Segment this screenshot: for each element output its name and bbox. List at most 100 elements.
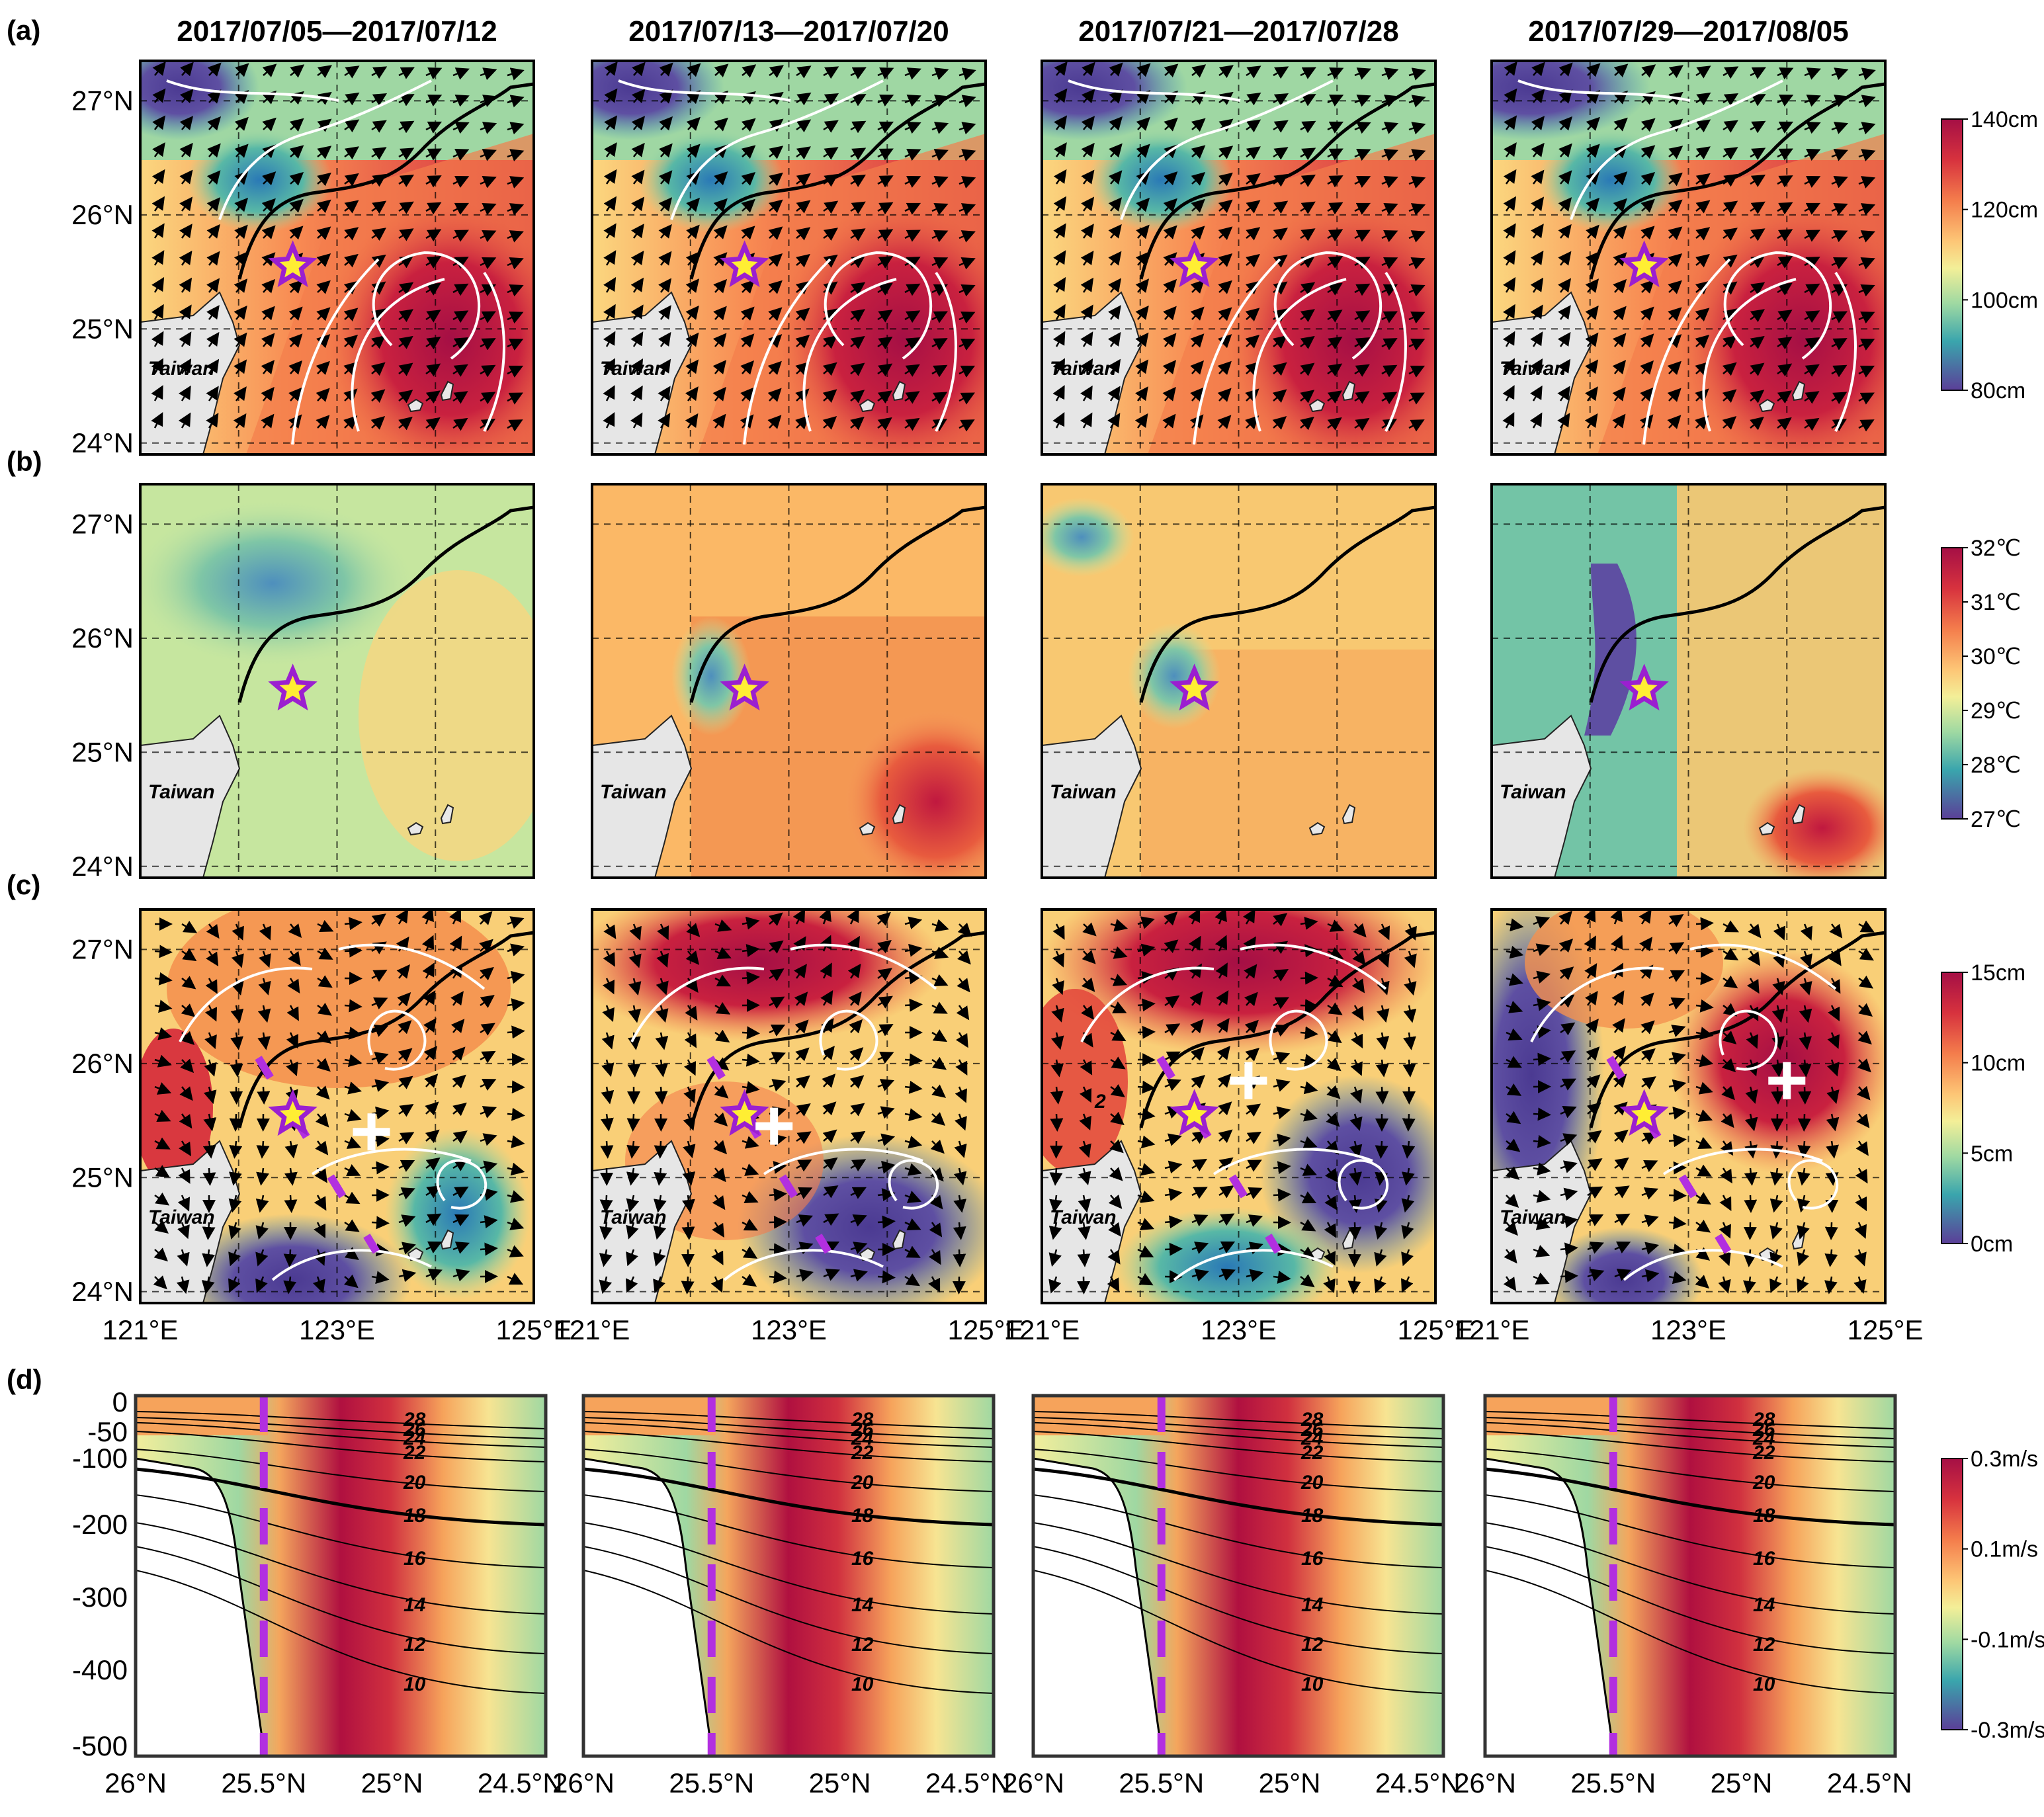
map-field: Taiwan [1492,484,1885,878]
vector-arrow [1218,65,1234,79]
vector-arrow [152,61,166,76]
colorbar-label: 120cm [1971,198,2038,223]
vector-arrow [1109,62,1123,77]
ryukyu-island [1791,380,1806,401]
vector-arrow [1163,252,1177,267]
vector-arrow [316,360,330,376]
vector-arrow [1695,65,1711,79]
vector-arrow [261,252,276,267]
vector-arrow [741,118,756,132]
isotherm-label: 16 [851,1548,874,1570]
vector-arrow [850,228,866,241]
vector-arrow [288,333,303,348]
vector-arrow [179,331,192,347]
vector-arrow [452,148,470,161]
period-title-2: 2017/07/13—2017/07/20 [628,15,949,48]
vector-arrow [316,280,331,294]
vector-arrow [316,388,330,402]
vector-arrow [1052,331,1066,347]
isotherm-label: 16 [404,1548,426,1570]
vector-arrow [1108,170,1123,185]
vector-arrow [425,148,442,161]
vector-arrow [1217,388,1232,402]
vector-arrow [1327,256,1343,269]
vector-arrow [290,64,305,78]
vector-arrow [1408,284,1426,297]
colorbar-a [1941,118,1963,391]
vector-arrow [603,331,616,347]
vector-arrow [768,280,783,294]
vector-arrow [740,279,755,294]
vector-arrow [1162,413,1176,429]
streamline [483,271,505,432]
vector-arrow [1502,411,1515,429]
vector-arrow [1381,257,1398,269]
vector-arrow [1408,149,1426,162]
vector-arrow [480,311,496,323]
vector-arrow [1804,67,1821,80]
vector-arrow [769,172,783,187]
vector-arrow [877,336,893,350]
vector-arrow [151,385,163,401]
vector-arrow [151,169,165,185]
vector-arrow [1191,64,1207,78]
vector-arrow [261,278,276,294]
vector-arrow [1408,257,1426,270]
vector-arrow [151,358,164,374]
vector-arrow [288,306,303,321]
vector-arrow [1558,305,1571,320]
vector-arrow [1831,176,1848,189]
vector-arrow [931,176,949,189]
vector-arrow [398,416,413,431]
vector-arrow [1695,972,1714,986]
vector-arrow [234,144,249,158]
vector-arrow [686,224,700,239]
colorbar-label: 32℃ [1971,536,2021,561]
vector-arrow [507,95,525,108]
colorbar-label: 27℃ [1971,807,2021,832]
vector-arrow [1108,305,1121,320]
vector-arrow [1777,67,1794,80]
vector-arrow [179,304,192,320]
x-tick-label: 121°E [1454,1314,1530,1345]
vector-arrow [1558,197,1572,212]
vector-arrow [179,250,192,266]
vector-arrow [796,146,811,160]
isotherm-label: 12 [1301,1634,1324,1656]
vector-arrow [1107,386,1121,401]
vector-arrow [234,251,248,267]
vector-arrow [630,277,644,293]
vector-arrow [599,1195,613,1213]
vector-arrow [1218,199,1233,214]
vector-arrow [1586,63,1601,77]
vector-arrow [1530,331,1543,347]
vector-arrow [741,226,755,240]
vector-arrow [850,94,867,106]
streamline [1570,79,1783,220]
vector-arrow [1777,256,1793,269]
star-marker [1170,240,1219,288]
vector-arrow [480,364,496,378]
vector-arrow [1824,1222,1838,1240]
vector-arrow [1300,67,1316,79]
map-b-2: Taiwan [591,483,987,879]
vector-arrow [877,363,893,377]
vector-arrow [1054,142,1067,157]
x-tick-label: 123°E [299,1314,375,1345]
section-x-tick: 25.5°N [669,1767,754,1798]
vector-arrow [230,1086,243,1105]
vector-arrow [151,196,165,212]
vector-arrow [850,362,865,376]
vector-arrow [1300,362,1315,376]
vector-arrow [904,67,921,80]
vector-arrow [1381,364,1398,378]
vector-arrow [1381,203,1398,216]
vector-arrow [1327,282,1343,296]
vector-arrow [452,283,469,296]
y-tick-label: 24°N [71,1276,134,1307]
vector-arrow [1858,67,1876,81]
vector-arrow [1558,224,1572,239]
colorbars: 140cm 120cm 100cm 80cm 32℃ 31℃ 30℃ 29℃ 28℃ 27℃ 15c… [1941,107,2044,1743]
vector-arrow [1722,389,1737,403]
